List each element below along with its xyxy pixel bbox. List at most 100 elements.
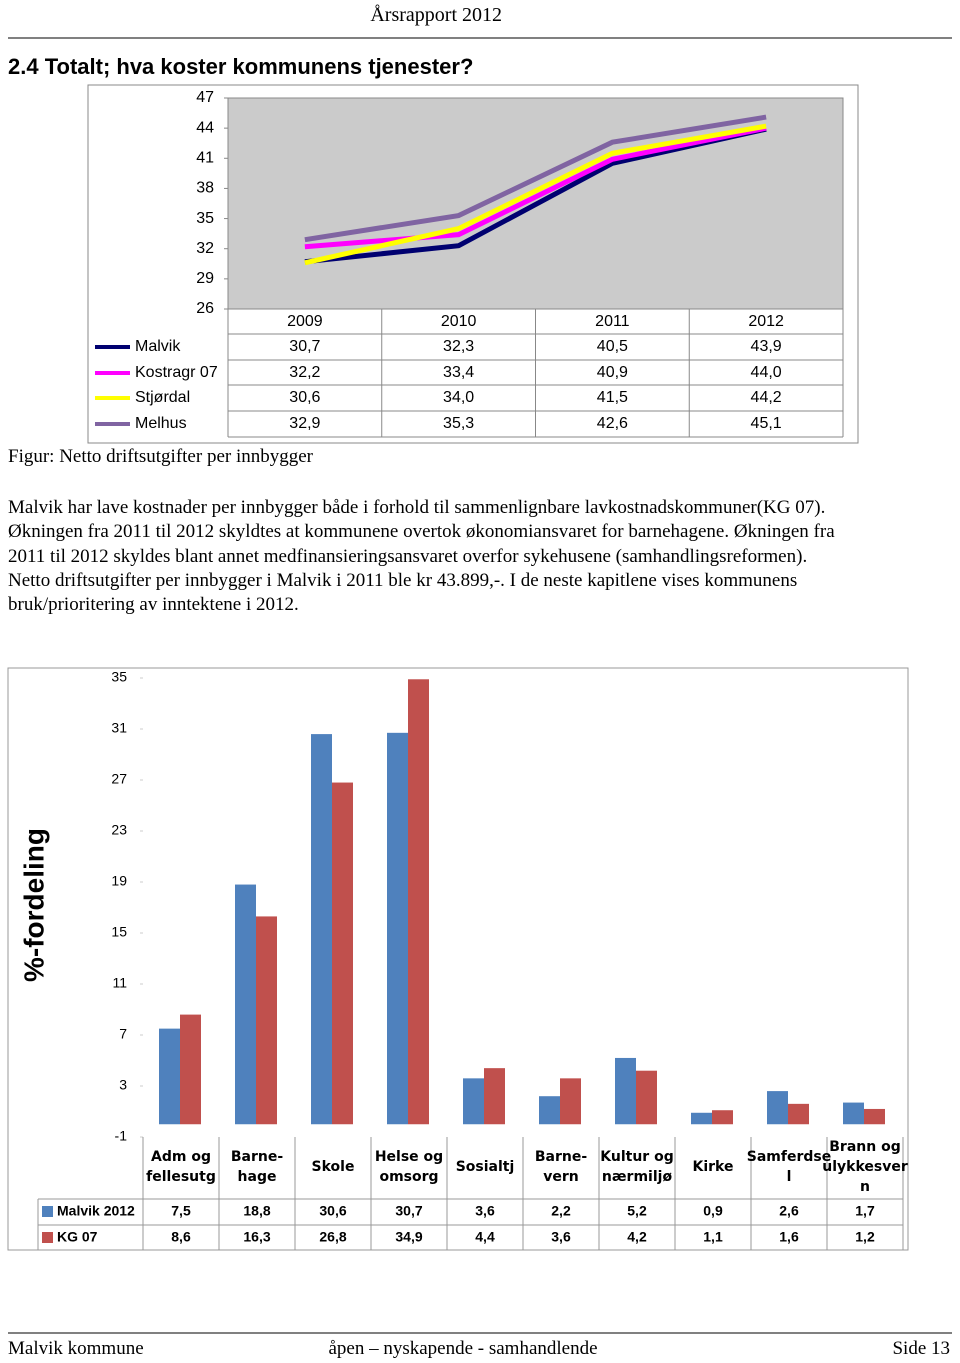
bar xyxy=(180,1014,201,1125)
table-value: 44,2 xyxy=(751,389,782,406)
x-tick-label: 2011 xyxy=(595,313,630,330)
table-value: 3,6 xyxy=(475,1203,495,1219)
table-value: 26,8 xyxy=(319,1229,346,1245)
table-value: 40,5 xyxy=(597,338,628,355)
chart-frame xyxy=(87,84,859,444)
table-value: 1,6 xyxy=(779,1229,799,1245)
table-value: 1,7 xyxy=(855,1203,875,1219)
y-tick-label: 35 xyxy=(196,210,214,227)
table-value: 30,6 xyxy=(319,1203,346,1219)
table-value: 30,7 xyxy=(395,1203,422,1219)
y-tick-label: 26 xyxy=(196,300,214,317)
text-line: Økningen fra 2011 til 2012 skyldtes at k… xyxy=(8,521,835,543)
table-value: 45,1 xyxy=(751,415,782,432)
bar xyxy=(235,884,256,1125)
category-label: Samferdse l xyxy=(746,1149,832,1185)
bar xyxy=(484,1068,505,1125)
category-label: Barne- hage xyxy=(230,1149,284,1185)
y-tick-label: 31 xyxy=(111,720,127,736)
table-value: 40,9 xyxy=(597,364,628,381)
bar xyxy=(636,1070,657,1125)
y-tick-label: 23 xyxy=(111,822,127,838)
legend-label: Melhus xyxy=(135,415,187,432)
text-line: 2011 til 2012 skyldes blant annet medfin… xyxy=(8,545,808,567)
table-value: 32,3 xyxy=(443,338,474,355)
y-tick-label: 35 xyxy=(111,669,127,685)
category-label: Kultur og nærmiljø xyxy=(600,1149,674,1185)
table-value: 30,7 xyxy=(289,338,320,355)
category-label: Adm og fellesutg xyxy=(146,1149,216,1185)
bar xyxy=(311,734,332,1125)
category-label: Kirke xyxy=(692,1159,734,1175)
category-label: Sosialtj xyxy=(455,1159,515,1175)
table-value: 5,2 xyxy=(627,1203,647,1219)
series-line xyxy=(304,123,767,266)
table-value: 8,6 xyxy=(171,1229,191,1245)
table-value: 2,6 xyxy=(779,1203,799,1219)
table-value: 3,6 xyxy=(551,1229,571,1245)
x-tick-label: 2012 xyxy=(748,313,784,330)
legend-label: Kostragr 07 xyxy=(135,364,218,381)
y-tick-label: 32 xyxy=(196,240,214,257)
legend-key xyxy=(42,1232,53,1243)
series-line xyxy=(304,125,767,250)
y-tick-label: 38 xyxy=(196,180,214,197)
y-tick-label: 7 xyxy=(119,1026,127,1042)
legend-label: Stjørdal xyxy=(135,389,190,406)
bar xyxy=(788,1103,809,1125)
table-value: 4,2 xyxy=(627,1229,647,1245)
legend-label: Malvik xyxy=(135,338,181,355)
table-value: 4,4 xyxy=(475,1229,495,1245)
table-value: 33,4 xyxy=(443,364,474,381)
bar xyxy=(767,1091,788,1125)
table-value: 32,9 xyxy=(289,415,320,432)
table-value: 18,8 xyxy=(243,1203,270,1219)
category-label: Brann og ulykkesver n xyxy=(822,1139,908,1195)
y-tick-label: 29 xyxy=(196,270,214,287)
table-value: 35,3 xyxy=(443,415,474,432)
x-tick-label: 2009 xyxy=(287,313,323,330)
y-tick-label: 19 xyxy=(111,873,127,889)
table-value: 30,6 xyxy=(289,389,320,406)
bar xyxy=(408,679,429,1125)
y-tick-label: -1 xyxy=(115,1128,128,1144)
caption: Figur: Netto driftsutgifter per innbygge… xyxy=(8,446,313,467)
header: Årsrapport 2012 xyxy=(370,4,502,26)
y-tick-label: 47 xyxy=(196,89,214,106)
y-axis-label: %-fordeling xyxy=(18,828,49,982)
category-label: Helse og omsorg xyxy=(374,1149,444,1185)
y-tick-label: 11 xyxy=(112,975,127,991)
text-line: bruk/prioritering av inntektene i 2012. xyxy=(8,594,299,616)
bar xyxy=(843,1102,864,1125)
bar xyxy=(864,1108,885,1125)
bar xyxy=(332,782,353,1125)
table-value: 43,9 xyxy=(751,338,782,355)
y-tick-label: 44 xyxy=(196,119,214,136)
table-value: 1,2 xyxy=(855,1229,875,1245)
table-value: 42,6 xyxy=(597,415,628,432)
bar xyxy=(387,732,408,1125)
category-label: Skole xyxy=(311,1159,355,1175)
bar xyxy=(691,1112,712,1125)
table-value: 0,9 xyxy=(703,1203,723,1219)
section-title: 2.4 Totalt; hva koster kommunens tjenest… xyxy=(8,54,474,79)
bar xyxy=(463,1078,484,1125)
bar xyxy=(615,1057,636,1125)
table-value: 2,2 xyxy=(551,1203,571,1219)
x-tick-label: 2010 xyxy=(441,313,477,330)
table-value: 41,5 xyxy=(597,389,628,406)
text-line: Netto driftsutgifter per innbygger i Mal… xyxy=(8,569,798,591)
table-value: 7,5 xyxy=(171,1203,191,1219)
y-tick-label: 27 xyxy=(111,771,127,787)
table-value: 16,3 xyxy=(243,1229,270,1245)
bar xyxy=(560,1078,581,1125)
bar xyxy=(539,1096,560,1125)
footer-center: åpen – nyskapende - samhandlende xyxy=(328,1338,598,1359)
y-tick-label: 15 xyxy=(111,924,127,940)
footer-left: Malvik kommune xyxy=(8,1338,144,1359)
category-label: Barne- vern xyxy=(534,1149,588,1185)
legend-key xyxy=(42,1206,53,1217)
footer-right: Side 13 xyxy=(892,1338,950,1359)
